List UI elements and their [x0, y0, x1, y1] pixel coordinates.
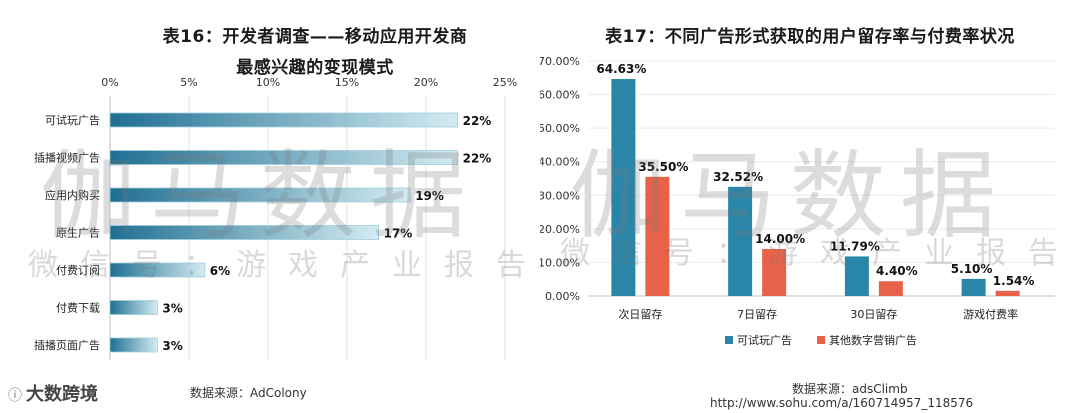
bar-value-label: 4.40%	[876, 264, 918, 278]
category-label: 应用内购买	[45, 188, 100, 202]
left-bar-chart: 0% 5% 10% 15% 20% 25% 可试玩广告 22% 插播视频广告 22% 应用内购买 1…	[34, 76, 517, 360]
bar	[995, 290, 1020, 296]
category-label: 插播页面广告	[34, 338, 100, 352]
category-label: 次日留存	[618, 307, 662, 321]
bar-value-label: 3%	[162, 339, 182, 353]
y-tick-label: 30.00%	[540, 189, 580, 202]
bar-value-label: 32.52%	[713, 170, 763, 184]
bar	[109, 225, 380, 240]
bar-value-label: 11.79%	[830, 239, 880, 253]
source-url[interactable]: http://www.sohu.com/a/160714957_118576	[710, 396, 974, 410]
y-tick-label: 70.00%	[540, 55, 580, 68]
right-bar-chart: 0.00% 10.00% 20.00% 30.00% 40.00% 50.00% 60.00…	[540, 55, 1055, 347]
bar-value-label: 35.50%	[638, 160, 688, 174]
y-tick-label: 10.00%	[540, 256, 580, 269]
y-tick-label: 50.00%	[540, 122, 580, 135]
bar-value-label: 17%	[384, 227, 413, 241]
category-label: 原生广告	[56, 226, 100, 240]
bar	[109, 150, 459, 165]
bar	[109, 112, 459, 128]
x-tick-label: 5%	[180, 76, 197, 89]
bar-value-label: 22%	[463, 152, 492, 166]
right-source: 数据来源：adsClimb	[792, 382, 908, 396]
bar	[109, 300, 158, 315]
bar-value-label: 6%	[210, 264, 230, 278]
x-tick-label: 15%	[335, 76, 359, 89]
x-tick-label: 0%	[101, 76, 118, 89]
category-label: 付费下载	[56, 302, 100, 315]
y-tick-label: 20.00%	[540, 223, 580, 236]
bar-value-label: 22%	[463, 114, 492, 128]
legend-label: 其他数字营销广告	[829, 333, 917, 347]
bar-value-label: 64.63%	[596, 62, 646, 76]
bar-value-label: 3%	[162, 302, 182, 316]
y-tick-label: 40.00%	[540, 156, 580, 169]
x-tick-label: 20%	[414, 76, 438, 89]
bar-value-label: 19%	[415, 189, 444, 203]
left-title-line2: 最感兴趣的变现模式	[236, 58, 394, 78]
bar	[728, 186, 753, 296]
category-label: 可试玩广告	[45, 114, 100, 127]
category-label: 插播视频广告	[34, 151, 100, 165]
bar	[762, 249, 787, 296]
bar	[611, 79, 636, 296]
category-label: 7日留存	[737, 307, 777, 321]
left-title-line1: 表16：开发者调查——移动应用开发商	[162, 27, 468, 47]
bar	[961, 278, 986, 296]
category-label: 30日留存	[850, 307, 897, 321]
left-chart-title: 表16：开发者调查——移动应用开发商 最感兴趣的变现模式	[60, 22, 570, 78]
bar	[878, 281, 903, 296]
category-label: 游戏付费率	[963, 307, 1018, 321]
chart-legend: 可试玩广告 其他数字营销广告	[725, 333, 917, 347]
legend-swatch	[725, 336, 733, 344]
legend-swatch	[817, 336, 825, 344]
y-tick-label: 60.00%	[540, 89, 580, 102]
bar	[109, 337, 158, 353]
x-tick-label: 10%	[256, 76, 280, 89]
bar-value-label: 1.54%	[993, 274, 1035, 288]
bar-value-label: 5.10%	[951, 262, 993, 276]
right-chart-title: 表17：不同广告形式获取的用户留存率与付费率状况	[605, 27, 1015, 47]
corner-brand: ⓘ 大数跨境	[8, 380, 98, 406]
bar	[109, 262, 206, 278]
bar	[844, 256, 869, 296]
bar	[109, 187, 411, 203]
category-label: 付费订阅	[56, 264, 100, 277]
y-tick-label: 0.00%	[545, 290, 580, 303]
bar	[645, 176, 670, 296]
brand-text: 大数跨境	[26, 384, 98, 405]
left-source: 数据来源：AdColony	[190, 386, 307, 400]
legend-label: 可试玩广告	[737, 334, 792, 347]
brand-logo-icon: ⓘ	[8, 388, 22, 404]
x-tick-label: 25%	[493, 76, 517, 89]
bar-value-label: 14.00%	[755, 232, 805, 246]
